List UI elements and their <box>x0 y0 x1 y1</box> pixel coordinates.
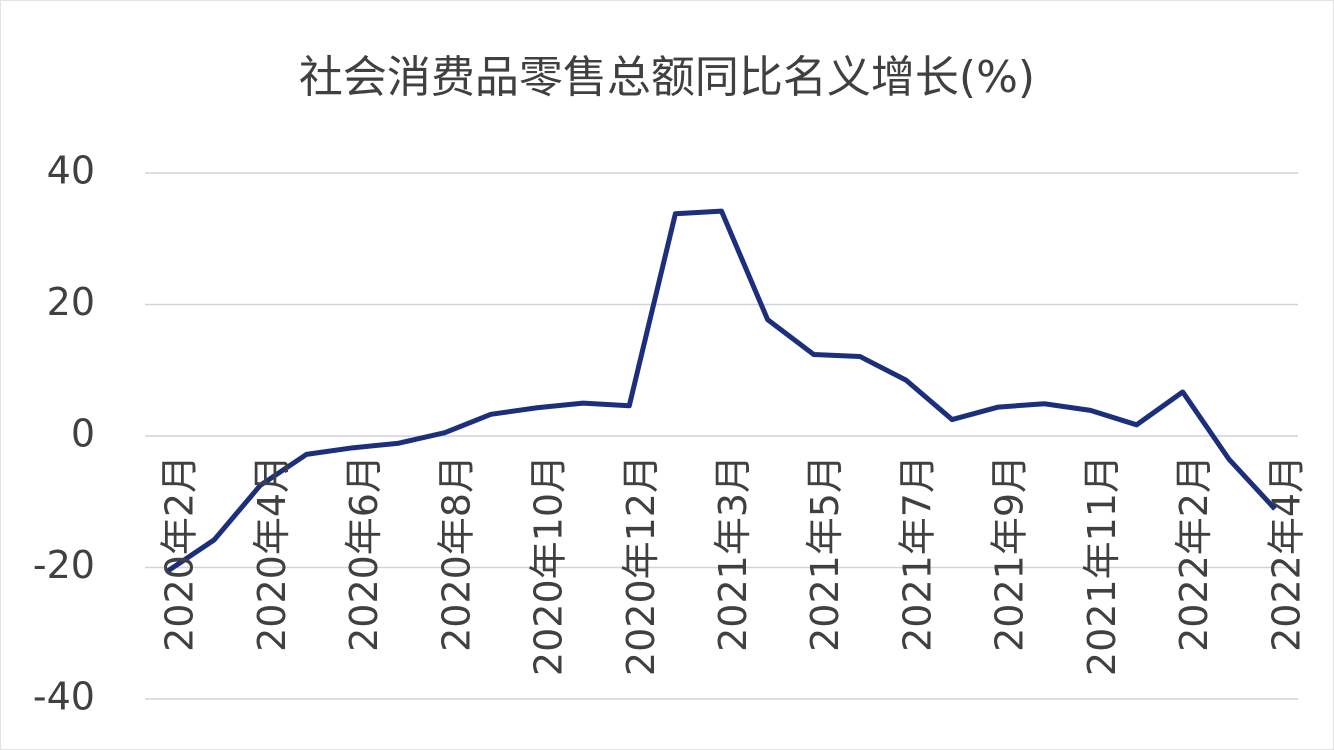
x-tick-label: 2020年6月 <box>342 455 386 652</box>
y-tick-label: 40 <box>47 149 95 193</box>
y-tick-label: -20 <box>33 543 95 587</box>
x-tick-label: 2020年4月 <box>250 455 294 652</box>
x-tick-label: 2021年7月 <box>895 455 939 652</box>
x-tick-label: 2021年3月 <box>711 455 755 652</box>
x-tick-label: 2020年12月 <box>619 455 663 676</box>
x-tick-label: 2021年5月 <box>803 455 847 652</box>
x-tick-label: 2020年10月 <box>527 455 571 676</box>
x-tick-label: 2020年2月 <box>158 455 202 652</box>
y-tick-label: 0 <box>71 412 95 456</box>
x-tick-label: 2021年11月 <box>1080 455 1124 676</box>
chart-title: 社会消费品零售总额同比名义增长(%) <box>299 52 1035 103</box>
y-tick-label: 20 <box>47 280 95 324</box>
line-series <box>166 208 1277 573</box>
x-tick-label: 2022年4月 <box>1264 455 1308 652</box>
x-tick-label: 2020年8月 <box>434 455 478 652</box>
x-tick-label: 2021年9月 <box>988 455 1032 652</box>
x-tick-label: 2022年2月 <box>1172 455 1216 652</box>
y-tick-label: -40 <box>33 675 95 719</box>
